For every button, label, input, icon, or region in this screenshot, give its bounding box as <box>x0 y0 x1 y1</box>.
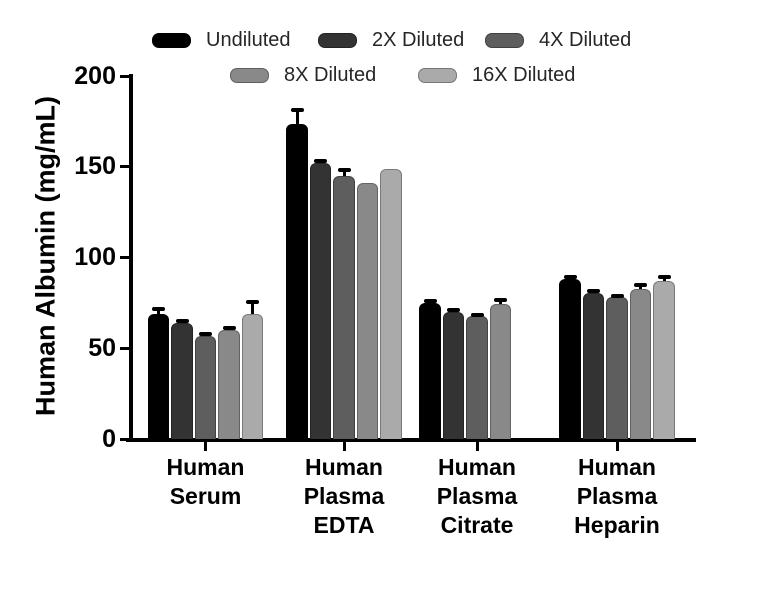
legend-item: 4X Diluted <box>485 29 631 51</box>
legend-label: 4X Diluted <box>539 29 632 51</box>
y-tick <box>120 256 129 259</box>
x-tick <box>204 442 207 451</box>
x-tick <box>342 442 346 451</box>
y-tick <box>120 165 129 169</box>
legend-swatch-icon <box>485 32 524 48</box>
error-bar-stem <box>251 301 254 314</box>
error-bar-cap <box>657 275 671 280</box>
legend-item: Undiluted <box>152 29 291 51</box>
bar <box>194 335 217 439</box>
error-bar-stem <box>295 109 299 125</box>
y-tick <box>120 74 129 78</box>
bar <box>286 124 308 439</box>
error-bar-cap <box>470 312 484 317</box>
legend-label: 2X Diluted <box>372 29 465 51</box>
legend-item: 8X Diluted <box>230 64 376 86</box>
legend-label: 8X Diluted <box>284 64 377 86</box>
bar <box>489 303 512 439</box>
legend-swatch-icon <box>230 67 269 83</box>
x-tick <box>475 442 479 451</box>
legend-swatch-icon <box>318 32 357 48</box>
legend-item: 2X Diluted <box>318 29 464 51</box>
bar <box>629 289 652 439</box>
error-bar-cap <box>587 288 600 293</box>
bar <box>559 279 581 439</box>
y-tick-label: 50 <box>88 333 116 362</box>
bar <box>653 281 675 439</box>
error-bar-stem <box>342 170 346 176</box>
x-axis-line <box>126 438 696 442</box>
x-category-label: Human Plasma Citrate <box>436 454 518 538</box>
error-bar-cap <box>634 282 647 287</box>
error-bar-cap <box>423 299 437 304</box>
error-bar-stem <box>662 277 666 282</box>
y-tick-label: 200 <box>74 61 116 90</box>
bar <box>606 297 628 439</box>
error-bar-cap <box>447 308 460 313</box>
bar <box>333 175 355 439</box>
bar <box>147 313 170 439</box>
x-category-label: Human Serum <box>166 454 245 509</box>
error-bar-cap <box>290 107 304 112</box>
error-bar-cap <box>152 307 165 312</box>
error-bar-cap <box>610 293 624 298</box>
bar <box>309 163 332 439</box>
bar <box>171 322 193 439</box>
x-category-label: Human Plasma Heparin <box>574 454 660 538</box>
y-tick-label: 100 <box>74 243 116 271</box>
error-bar-cap <box>314 158 327 163</box>
error-bar-cap <box>563 274 577 279</box>
y-tick <box>120 346 129 350</box>
error-bar-cap <box>246 299 259 304</box>
bar <box>582 292 605 439</box>
legend-label: 16X Diluted <box>472 64 576 86</box>
legend-swatch-icon <box>152 32 191 48</box>
bar <box>380 169 402 439</box>
legend-item: 16X Diluted <box>418 64 575 86</box>
bar <box>419 302 441 439</box>
error-bar-cap <box>222 325 236 330</box>
bar <box>241 313 264 439</box>
error-bar-cap <box>337 168 351 173</box>
error-bar-stem <box>639 284 642 290</box>
bar <box>442 311 465 439</box>
bar <box>218 330 240 439</box>
error-bar-stem <box>157 309 160 314</box>
bar <box>466 316 488 439</box>
error-bar-cap <box>175 318 189 323</box>
y-tick <box>120 437 129 441</box>
legend-swatch-icon <box>418 67 457 83</box>
error-bar-cap <box>199 331 212 336</box>
y-axis-line <box>129 74 133 442</box>
error-bar-cap <box>494 298 507 303</box>
legend-label: Undiluted <box>206 29 291 51</box>
y-tick-label: 150 <box>74 152 116 181</box>
x-category-label: Human Plasma EDTA <box>303 454 385 538</box>
x-tick <box>615 442 619 451</box>
bar <box>356 183 379 439</box>
y-tick-label: 0 <box>102 424 116 453</box>
